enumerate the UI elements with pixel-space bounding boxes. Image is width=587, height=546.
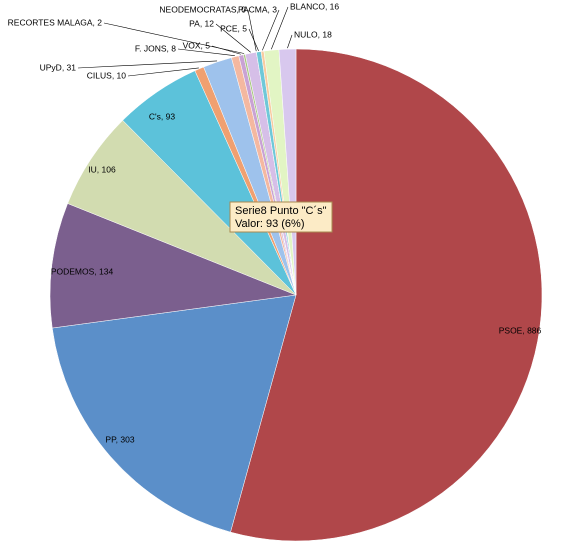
data-label: IU, 106	[88, 164, 116, 174]
slice	[278, 48, 297, 296]
data-label: PODEMOS, 134	[51, 266, 114, 276]
data-label: NULO, 18	[294, 29, 332, 39]
data-label: PCE, 5	[220, 23, 247, 33]
data-label: CILUS, 10	[87, 70, 126, 80]
leader-line	[77, 60, 218, 69]
leader-line	[262, 9, 280, 51]
data-label: PA, 12	[189, 18, 214, 28]
data-label: VOX, 5	[183, 40, 211, 50]
data-label: BLANCO, 16	[290, 1, 339, 11]
pie	[49, 48, 543, 542]
data-label: C's, 93	[149, 111, 175, 121]
leader-line	[103, 22, 245, 54]
tooltip: Serie8 Punto "C´s" Valor: 93 (6%)	[229, 201, 333, 233]
data-label: RECORTES MALAGA, 2	[8, 17, 103, 27]
leader-line	[248, 28, 259, 51]
data-label: UPyD, 31	[40, 62, 77, 72]
labels: PSOE, 886 PP, 303 PODEMOS, 134 IU, 106 C's, …	[8, 1, 542, 444]
tooltip-line: Serie8 Punto "C´s"	[235, 205, 327, 217]
data-label: PP, 303	[105, 434, 134, 444]
leader-line	[177, 48, 235, 56]
data-label: NEODEMOCRATAS, 0	[159, 4, 246, 14]
leader-line	[215, 23, 251, 53]
data-label: PSOE, 886	[499, 325, 542, 335]
slice	[49, 203, 297, 329]
leader-line	[287, 34, 293, 49]
slice	[51, 294, 297, 533]
data-label: F. JONS, 8	[135, 43, 176, 53]
data-label: PACMA, 3	[238, 4, 277, 14]
tooltip-box	[229, 201, 333, 233]
leader-line	[247, 9, 257, 52]
slice	[230, 48, 543, 542]
leader-line	[271, 6, 289, 50]
tooltip-line: Valor: 93 (6%)	[235, 218, 305, 230]
leader-line	[127, 67, 199, 77]
